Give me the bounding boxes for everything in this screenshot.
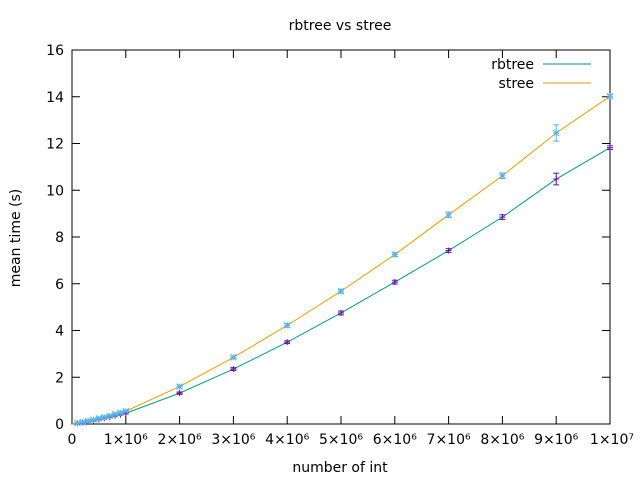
y-tick-label: 10 xyxy=(46,183,64,199)
legend-item-stree: stree xyxy=(499,76,591,92)
data-point xyxy=(499,214,506,221)
data-point xyxy=(499,172,506,180)
data-point xyxy=(106,412,114,420)
data-point xyxy=(552,129,560,137)
data-point xyxy=(445,211,452,219)
x-tick-label: 6×10⁶ xyxy=(373,432,417,448)
y-tick-label: 8 xyxy=(55,230,64,246)
x-tick-label: 1×10⁶ xyxy=(104,432,148,448)
series-line xyxy=(71,147,611,425)
x-axis-label: number of int xyxy=(292,460,388,476)
y-tick-label: 14 xyxy=(46,90,64,106)
x-tick-label: 9×10⁶ xyxy=(534,432,578,448)
data-point xyxy=(607,144,613,151)
legend-item-rbtree: rbtree xyxy=(491,57,591,73)
data-point xyxy=(391,279,398,286)
axes: 0 2 4 6 8 10 12 14 16 0 1×10⁶ 2×10⁶ 3×10⁶ 4×10⁶ 5×10⁶ 6… xyxy=(46,43,634,448)
y-tick-label: 2 xyxy=(55,370,64,386)
data-point xyxy=(176,383,183,390)
data-point xyxy=(337,287,345,295)
x-tick-label: 7×10⁶ xyxy=(427,432,471,448)
chart-title: rbtree vs stree xyxy=(289,18,392,34)
legend-label: stree xyxy=(499,76,534,92)
data-point xyxy=(74,419,81,427)
y-tick-label: 6 xyxy=(55,277,64,293)
y-axis-label: mean time (s) xyxy=(8,189,24,287)
data-point xyxy=(176,390,183,397)
data-point xyxy=(90,416,97,424)
x-tick-label: 0 xyxy=(68,432,77,448)
legend-label: rbtree xyxy=(491,57,534,73)
x-tick-label: 8×10⁶ xyxy=(480,432,524,448)
data-point xyxy=(79,418,87,426)
series-layer xyxy=(71,92,614,427)
legend: rbtree stree xyxy=(491,57,591,92)
series-rbtree xyxy=(71,144,613,427)
x-tick-label: 2×10⁶ xyxy=(158,432,202,448)
data-point xyxy=(84,417,92,425)
series-stree xyxy=(71,92,614,427)
data-point xyxy=(100,413,108,421)
data-point xyxy=(391,251,399,258)
data-point xyxy=(283,322,291,329)
data-point xyxy=(553,176,560,183)
data-point xyxy=(95,415,103,422)
x-tick-label: 3×10⁶ xyxy=(211,432,255,448)
y-tick-label: 12 xyxy=(46,137,64,153)
y-tick-label: 4 xyxy=(55,324,64,340)
data-point xyxy=(111,410,119,418)
series-line xyxy=(71,95,611,425)
data-point xyxy=(122,407,130,415)
data-point xyxy=(284,339,291,346)
data-point xyxy=(606,92,614,100)
data-point xyxy=(230,354,237,361)
x-tick-label: 4×10⁶ xyxy=(265,432,309,448)
data-point xyxy=(230,366,237,373)
y-tick-label: 16 xyxy=(46,43,64,59)
data-point xyxy=(117,409,124,417)
data-point xyxy=(445,247,452,254)
x-tick-label: 5×10⁶ xyxy=(319,432,363,448)
y-tick-label: 0 xyxy=(55,417,64,433)
data-point xyxy=(338,309,344,316)
plot-border xyxy=(71,49,611,425)
x-tick-label: 1×10⁷ xyxy=(590,432,634,448)
